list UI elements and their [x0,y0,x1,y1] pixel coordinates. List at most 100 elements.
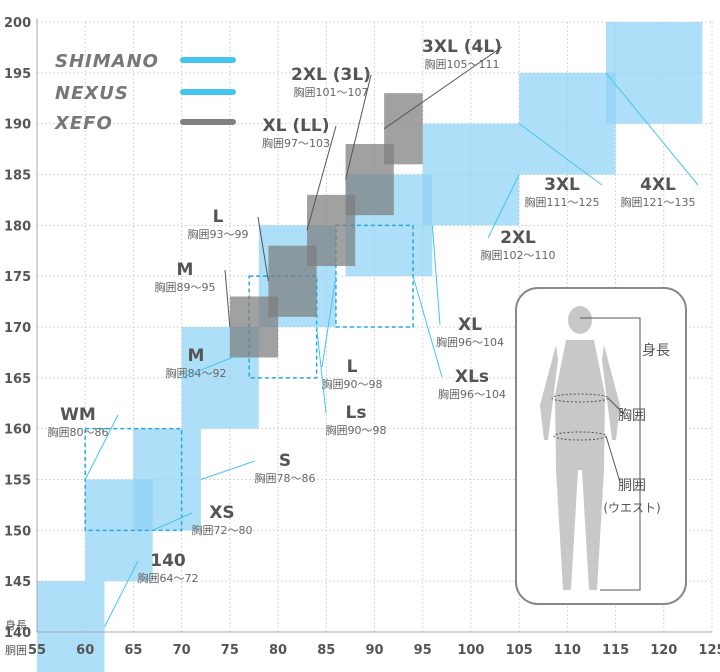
box-chest-label: 胸囲72～80 [192,523,253,537]
leader-line [316,326,327,414]
leader-line [84,414,119,480]
leader-line [306,125,337,231]
box-size-label: M [177,260,194,280]
size-box [133,428,201,531]
box-size-label: 140 [150,551,186,571]
box-size-label: XL [458,315,482,335]
height-label: 身長 [642,343,670,359]
x-tick-label: 75 [221,643,239,658]
y-axis-title: 身長 [5,618,27,632]
size-box [422,123,520,226]
y-tick-label: 165 [4,372,31,387]
box-chest-label: 胸囲89～95 [155,280,216,294]
x-tick-label: 60 [76,643,94,658]
legend-swatch [180,57,236,63]
box-chest-label: 胸囲64～72 [138,571,199,585]
legend-label: NEXUS [55,83,129,104]
box-size-label: L [347,357,358,377]
y-tick-label: 195 [4,67,31,82]
leader-line [518,123,603,186]
x-tick-label: 100 [457,643,484,658]
size-box-dashed [335,224,414,328]
y-tick-label: 190 [4,118,31,133]
box-size-label: 3XL (4L) [422,37,502,57]
box-chest-label: 胸囲97～103 [262,136,330,150]
x-tick-label: 85 [317,643,335,658]
legend-label: SHIMANO [55,51,159,72]
y-tick-label: 140 [4,626,31,641]
y-tick-label: 185 [4,169,31,184]
x-tick-label: 105 [506,643,533,658]
box-chest-label: 胸囲90～98 [326,423,387,437]
leader-line [605,72,699,186]
box-size-label: Ls [346,403,367,423]
x-tick-label: 125 [698,643,720,658]
leader-line [345,74,372,180]
size-boxes-xefo [229,93,423,358]
box-size-label: XLs [455,367,489,387]
size-box [605,22,703,124]
box-chest-label: 胸囲111～125 [525,195,600,209]
legend-swatch [180,119,236,125]
chest-label: 胸囲 [618,408,646,424]
leader-line [412,276,443,378]
box-size-label: S [279,451,291,471]
leader-line [104,560,139,628]
y-tick-label: 150 [4,524,31,539]
leader-line [321,276,337,368]
y-tick-label: 155 [4,474,31,489]
box-chest-label: 胸囲80～86 [48,425,109,439]
box-chest-label: 胸囲96～104 [436,335,504,349]
box-size-label: XS [209,503,234,523]
x-axis-title: 胴囲 [5,644,27,657]
human-silhouette [540,306,620,590]
x-tick-label: 120 [650,643,677,658]
size-box-xefo [384,93,423,165]
size-box [37,581,105,672]
leader-line [487,174,520,239]
box-size-label: 2XL (3L) [291,65,371,85]
box-size-label: 4XL [640,175,676,195]
leader-line [181,355,237,379]
box-chest-label: 胸囲101～107 [294,85,369,99]
box-chest-label: 胸囲84～92 [166,366,227,380]
waist-label: 胴囲 [618,478,646,494]
axes: 140 145 150 155 160 165 170 175 180 185 190 195 200 5… [4,16,720,658]
box-chest-label: 胸囲102～110 [481,248,556,262]
y-tick-label: 145 [4,575,31,590]
leader-line [152,512,193,531]
size-box [519,72,616,175]
leader-line [431,225,441,326]
box-chest-label: 胸囲93～99 [188,227,249,241]
box-chest-label: 胸囲105～111 [425,57,500,71]
box-chest-label: 胸囲78～86 [255,471,316,485]
x-tick-label: 115 [602,643,629,658]
legend: SHIMANO NEXUS XEFO [54,51,236,134]
legend-label: XEFO [54,113,113,134]
y-tick-label: 175 [4,270,31,285]
x-tick-label: 65 [124,643,142,658]
box-size-label: XL (LL) [262,116,329,136]
leader-line [257,216,269,282]
chest-leader [607,397,625,415]
waist-leader [605,435,621,483]
x-tick-label: 70 [173,643,191,658]
leader-line [200,460,256,480]
y-tick-label: 180 [4,219,31,234]
box-chest-label: 胸囲90～98 [322,377,383,391]
height-bracket [580,317,641,591]
x-tick-label: 55 [28,643,46,658]
box-size-label: 2XL [500,228,536,248]
box-size-label: M [188,346,205,366]
x-tick-label: 80 [269,643,287,658]
y-tick-label: 200 [4,16,31,31]
legend-swatch [180,89,236,95]
box-size-label: WM [60,405,96,425]
x-tick-label: 90 [365,643,383,658]
leader-line [383,46,503,130]
box-size-label: L [213,207,224,227]
x-tick-label: 95 [414,643,432,658]
y-tick-label: 160 [4,423,31,438]
